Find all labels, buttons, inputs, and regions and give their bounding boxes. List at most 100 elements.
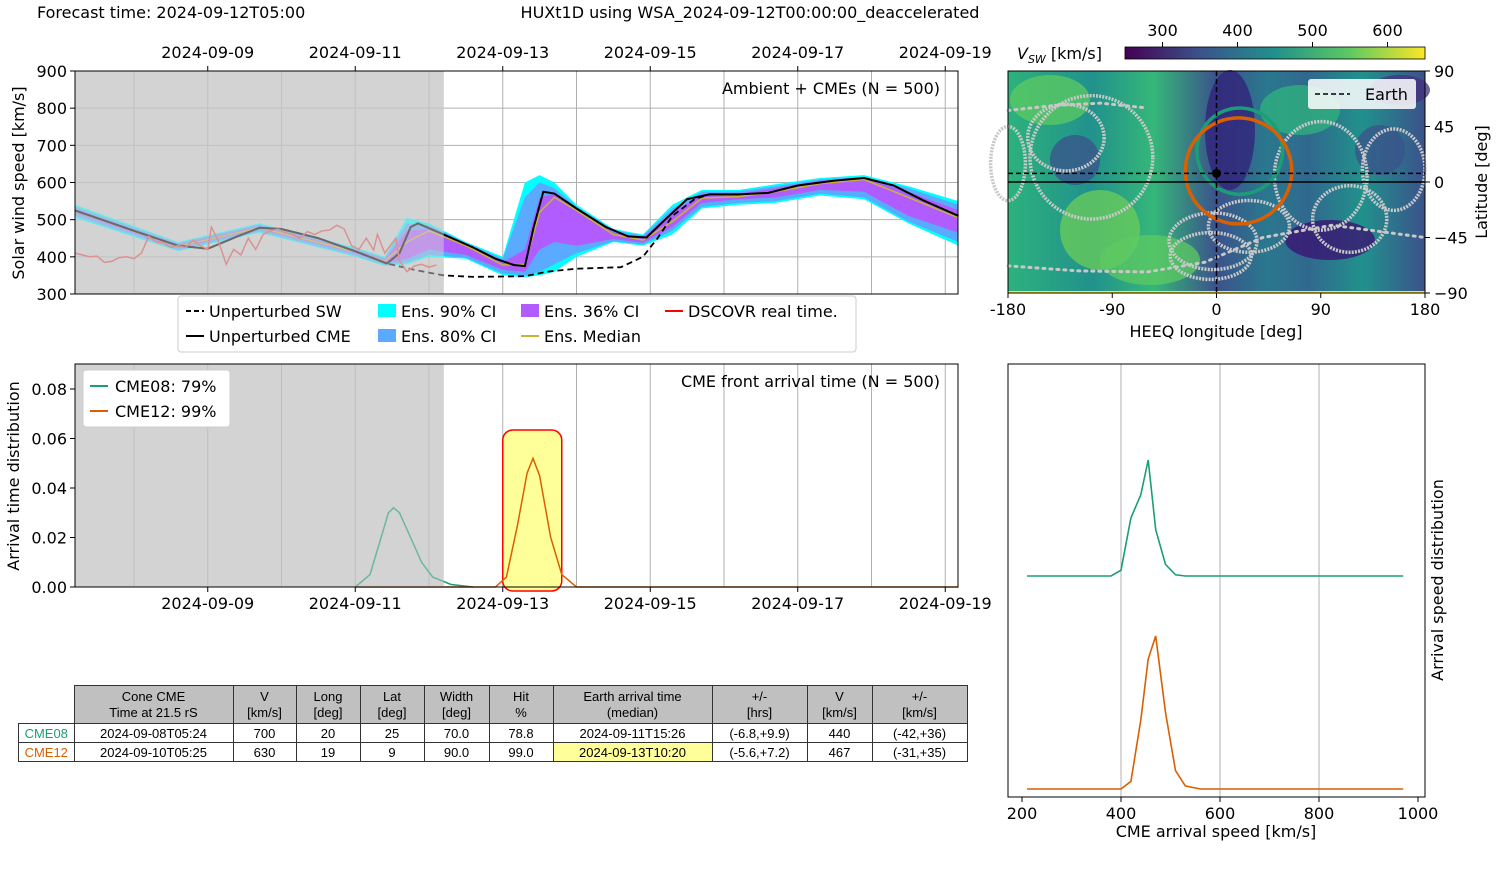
x-tick-label: 1000 (1398, 804, 1439, 823)
colorbar (1124, 46, 1426, 60)
ensemble-cone-outline (1310, 183, 1389, 255)
x-tick-label: 2024-09-11 (309, 43, 402, 62)
speed-dist-line-cme08 (1027, 459, 1404, 577)
panel-annotation: Ambient + CMEs (N = 500) (722, 79, 940, 98)
x-tick-label: 2024-09-11 (309, 594, 402, 613)
y-tick-label: 0.04 (31, 479, 67, 498)
legend-label: Ens. 36% CI (544, 302, 639, 321)
forecast-shade-overlay (75, 71, 444, 294)
y-axis-label: Arrival time distribution (4, 381, 23, 570)
legend-box (177, 295, 857, 353)
legend-label: Earth (1365, 85, 1408, 104)
colorbar-label-sub: SW (1028, 53, 1047, 66)
x-tick-label: 2024-09-19 (899, 43, 992, 62)
cme08-cone-outline (1195, 106, 1285, 197)
y-tick-label: 0 (1434, 173, 1444, 192)
legend-swatch (378, 304, 396, 317)
legend-box (82, 369, 231, 428)
vsw-region (1205, 70, 1255, 190)
forecast-time: Forecast time: 2024-09-12T05:00 (37, 3, 305, 22)
speed-dist-line-cme12 (1027, 635, 1404, 790)
colorbar-label-unit: [km/s] (1046, 44, 1102, 63)
table-cell: 70.0 (423, 723, 490, 743)
plot-frame (74, 363, 959, 588)
y-tick-label: −90 (1434, 284, 1468, 303)
x-tick-label: 800 (1304, 804, 1335, 823)
solar-wind-panel: 300 400 500 600 700 800 900 2024-09-09 2024-09-1… (9, 43, 992, 353)
ensemble-cone-outline (1025, 102, 1106, 173)
arrival-time-line-cme12 (355, 456, 959, 588)
y-axis-label: Arrival speed distribution (1428, 479, 1447, 681)
table-header-cell: Earth arrival time (median) (552, 685, 713, 724)
table-corner (18, 685, 74, 724)
y-tick-label: 900 (36, 62, 67, 81)
colorbar-label-v: V (1017, 44, 1029, 63)
x-tick-label: 2024-09-17 (751, 43, 844, 62)
colorbar-tick-label: 600 (1372, 21, 1403, 40)
table-header-cell: V [km/s] (806, 685, 873, 724)
x-tick-label: 0 (1211, 300, 1221, 319)
vsw-map-panel: Earth -180 -90 0 90 180 90 45 0 −45 −90 HEEQ longit… (988, 21, 1491, 341)
y-tick-label: 800 (36, 99, 67, 118)
table-cell: 99.0 (488, 742, 554, 762)
x-tick-label: 600 (1205, 804, 1236, 823)
x-tick-label: 2024-09-15 (604, 594, 697, 613)
vsw-region (1100, 235, 1200, 285)
x-tick-label: 2024-09-17 (751, 594, 844, 613)
table-cell: 2024-09-10T05:25 (73, 742, 234, 762)
table-header-cell: Long [deg] (295, 685, 361, 724)
y-axis-label: Latitude [deg] (1472, 125, 1491, 239)
plot-frame (1007, 363, 1426, 798)
colorbar-tick-label: 400 (1222, 21, 1253, 40)
vsw-region (1355, 125, 1405, 175)
table-header-row: Cone CME Time at 21.5 rS V [km/s] Long [deg] L… (18, 685, 968, 724)
y-tick-label: 0.00 (31, 578, 67, 597)
x-tick-label: 200 (1007, 804, 1038, 823)
y-tick-label: 400 (36, 248, 67, 267)
y-tick-label: 600 (36, 173, 67, 192)
legend-box (1308, 79, 1416, 109)
x-tick-label: 2024-09-09 (161, 43, 254, 62)
x-axis-label: CME arrival speed [km/s] (1116, 822, 1317, 841)
legend-label: Ens. 90% CI (401, 302, 496, 321)
x-tick-label: 2024-09-19 (899, 594, 992, 613)
vsw-region (1010, 75, 1090, 125)
table-cell: 440 (806, 723, 873, 743)
arrival-highlight-box (502, 429, 563, 592)
arrival-time-panel: 0.00 0.02 0.04 0.06 0.08 2024-09-09 2024-09-11… (4, 363, 992, 613)
table-cell: (-6.8,+9.9) (711, 723, 808, 743)
table-row: CME08 2024-09-08T05:24 700 20 25 70.0 78.8 2024… (18, 723, 968, 743)
y-tick-label: 0.02 (31, 529, 67, 548)
table-header-cell: Hit% (488, 685, 554, 724)
colorbar-label: VSW [km/s] (1017, 44, 1102, 66)
x-tick-label: 2024-09-09 (161, 594, 254, 613)
table-cell: 9 (359, 742, 425, 762)
ci36-band (75, 178, 959, 272)
legend-label: Unperturbed SW (209, 302, 342, 321)
table-header-cell: +/- [km/s] (871, 685, 968, 724)
x-tick-label: 2024-09-15 (604, 43, 697, 62)
y-tick-label: −45 (1434, 229, 1468, 248)
table-cell: 2024-09-11T15:26 (552, 723, 713, 743)
colorbar-tick-label: 500 (1297, 21, 1328, 40)
legend-label: CME08: 79% (115, 377, 216, 396)
legend-label: Ens. Median (544, 327, 641, 346)
legend-label: Unperturbed CME (209, 327, 351, 346)
table-header-cell: Cone CME Time at 21.5 rS (73, 685, 234, 724)
x-tick-label: 90 (1311, 300, 1331, 319)
y-tick-label: 90 (1434, 62, 1454, 81)
row-label-cme08: CME08 (18, 723, 75, 743)
table-cell: 78.8 (488, 723, 554, 743)
x-tick-label: 2024-09-13 (456, 43, 549, 62)
table-cell: 2024-09-13T10:20 (552, 742, 713, 762)
legend-swatch (521, 304, 539, 317)
table-header-cell: V [km/s] (232, 685, 297, 724)
row-label-cme12: CME12 (18, 742, 75, 762)
legend-label: CME12: 99% (115, 402, 216, 421)
x-tick-label: 180 (1410, 300, 1441, 319)
panel-annotation: CME front arrival time (N = 500) (681, 372, 940, 391)
x-axis-label: HEEQ longitude [deg] (1129, 322, 1302, 341)
x-tick-label: 2024-09-13 (456, 594, 549, 613)
legend-swatch (378, 329, 396, 342)
arrival-time-line-cme08 (354, 506, 474, 588)
